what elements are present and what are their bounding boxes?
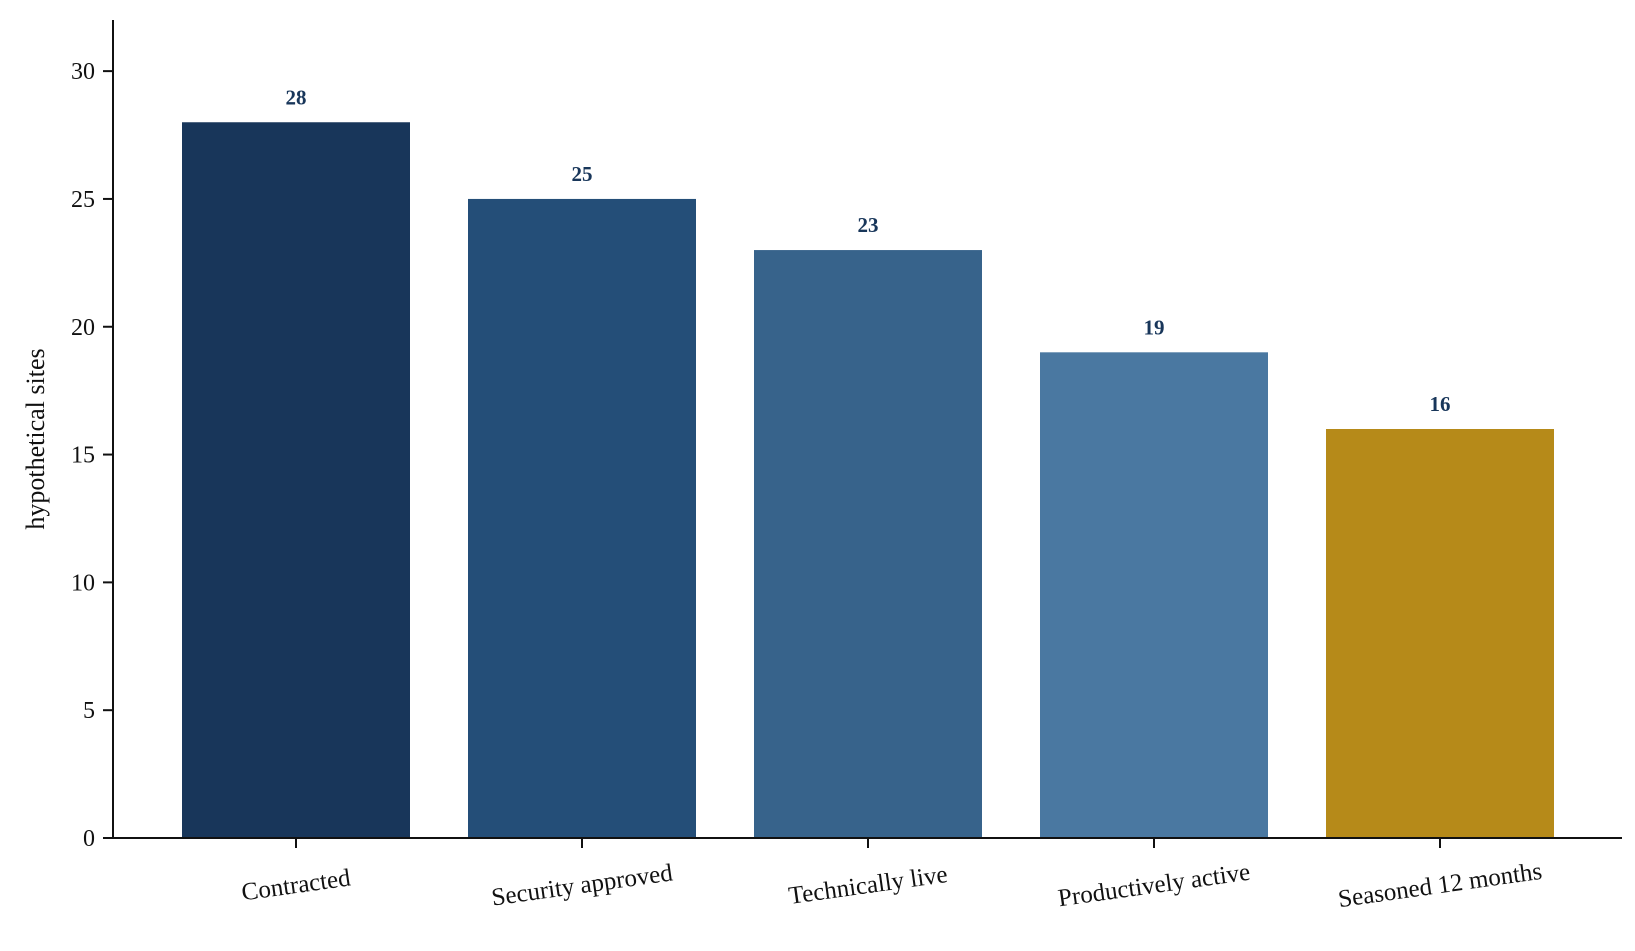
x-tick-label-4: Seasoned 12 months <box>1336 858 1543 913</box>
y-tick-label-4: 20 <box>71 315 95 341</box>
y-axis-label: hypothetical sites <box>21 348 50 529</box>
bar-0 <box>182 122 410 838</box>
x-axis: Contracted Security approved Technically l… <box>113 837 1622 913</box>
y-tick-label-0: 0 <box>83 826 95 852</box>
bar-2 <box>754 250 982 838</box>
y-tick-label-5: 25 <box>71 187 95 213</box>
value-label-3: 19 <box>1144 315 1165 339</box>
x-tick-label-0: Contracted <box>240 864 353 906</box>
bar-3 <box>1040 352 1268 838</box>
y-tick-label-3: 15 <box>71 443 95 469</box>
value-labels-group: 28 25 23 19 16 <box>286 85 1451 416</box>
x-tick-label-2: Technically live <box>787 861 949 910</box>
bar-1 <box>468 198 696 838</box>
y-tick-label-6: 30 <box>71 59 95 85</box>
y-tick-label-1: 5 <box>83 698 95 724</box>
y-axis: 0 5 10 15 20 25 30 <box>71 20 114 852</box>
value-label-2: 23 <box>858 213 879 237</box>
bar-4 <box>1326 429 1554 838</box>
value-label-0: 28 <box>286 85 307 109</box>
y-tick-label-2: 10 <box>71 570 95 596</box>
x-tick-label-3: Productively active <box>1056 859 1252 913</box>
bars-group <box>182 122 1554 838</box>
value-label-4: 16 <box>1430 392 1451 416</box>
x-tick-label-1: Security approved <box>490 859 675 911</box>
value-label-1: 25 <box>572 162 593 186</box>
